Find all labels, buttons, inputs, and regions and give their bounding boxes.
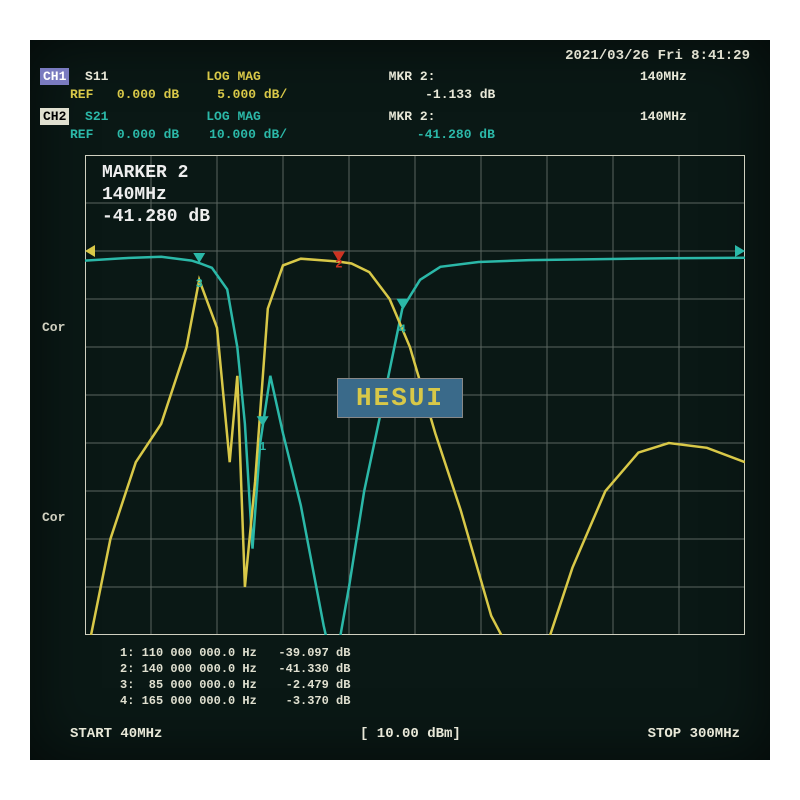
marker-list: 1: 110 000 000.0 Hz -39.097 dB 2: 140 00… (120, 645, 350, 709)
svg-text:3: 3 (196, 277, 203, 291)
ch2-format: LOG MAG (206, 109, 261, 124)
ch2-mkr-val: -41.280 dB (417, 127, 495, 142)
mkr-freq: 140MHz (102, 184, 210, 206)
cor-label-1: Cor (42, 320, 65, 335)
ch1-mkr-val: -1.133 dB (425, 87, 495, 102)
datetime: 2021/03/26 Fri 8:41:29 (565, 48, 750, 64)
ch2-row: CH2 S21 LOG MAG MKR 2: 140MHz REF 0.000 … (40, 108, 495, 144)
ch2-mkr-freq: 140MHz (640, 108, 687, 126)
vna-screen: 2021/03/26 Fri 8:41:29 CH1 S11 LOG MAG M… (30, 40, 770, 760)
ch2-label: CH2 (40, 108, 69, 125)
ch2-ref: 0.000 dB (117, 127, 179, 142)
watermark: HESUI (337, 378, 463, 418)
mkr-title: MARKER 2 (102, 162, 210, 184)
ch1-ref-lbl: REF (70, 87, 109, 102)
ch1-scale: 5.000 dB/ (217, 87, 287, 102)
ch2-ref-lbl: REF (70, 127, 109, 142)
svg-text:1: 1 (259, 440, 266, 454)
ch2-mkr-label: MKR 2: (389, 109, 436, 124)
ch1-label: CH1 (40, 68, 69, 85)
ch2-param: S21 (77, 109, 108, 124)
ch1-format: LOG MAG (206, 69, 261, 84)
active-marker-readout: MARKER 2 140MHz -41.280 dB (102, 162, 210, 228)
ch1-mkr-freq: 140MHz (640, 68, 687, 86)
svg-text:4: 4 (399, 323, 406, 337)
ch1-param: S11 (77, 69, 108, 84)
ch1-mkr-label: MKR 2: (389, 69, 436, 84)
svg-text:2: 2 (335, 258, 342, 272)
power-level: [ 10.00 dBm] (360, 726, 461, 742)
ch2-scale: 10.000 dB/ (209, 127, 287, 142)
start-freq: START 40MHz (70, 726, 162, 742)
stop-freq: STOP 300MHz (648, 726, 740, 742)
bottom-bar: START 40MHz [ 10.00 dBm] STOP 300MHz (40, 726, 760, 742)
cor-label-2: Cor (42, 510, 65, 525)
ch1-ref: 0.000 dB (117, 87, 179, 102)
mkr-val: -41.280 dB (102, 206, 210, 228)
ch1-row: CH1 S11 LOG MAG MKR 2: 140MHz REF 0.000 … (40, 68, 495, 104)
